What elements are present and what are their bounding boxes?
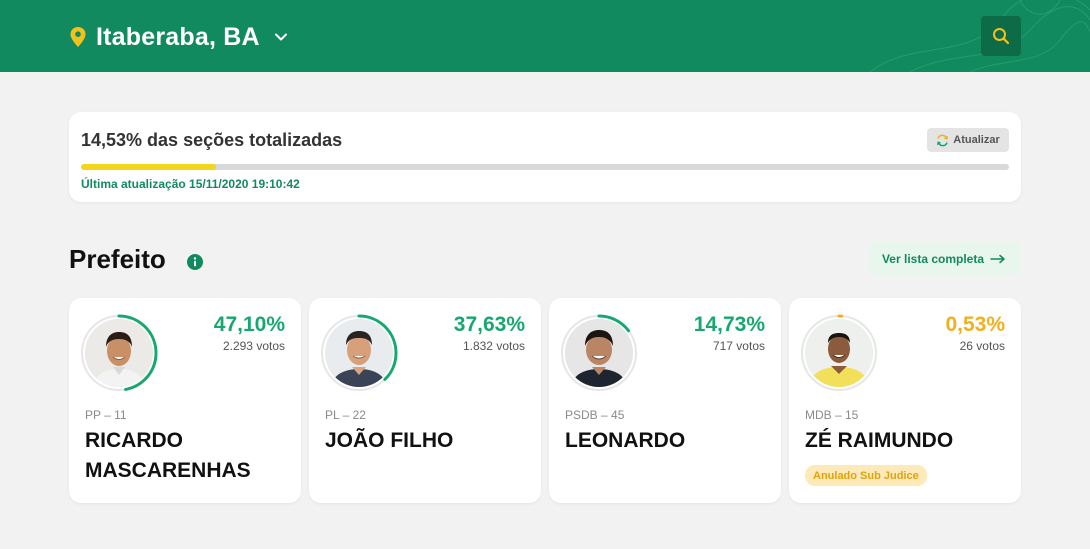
vote-count: 2.293 votos [222,339,285,353]
search-button[interactable] [981,16,1021,56]
search-icon [993,28,1010,45]
candidate-card[interactable]: 14,73% 717 votos PSDB – 45 LEONARDO [549,298,781,503]
vote-count: 26 votos [959,339,1005,353]
candidate-card[interactable]: 37,63% 1.832 votos PL – 22 JOÃO FILHO [309,298,541,503]
candidate-avatar [799,313,879,393]
ring-vote-share-arc [800,314,878,392]
vote-share-ring [320,314,398,392]
candidate-photo [325,319,393,387]
party-number: PSDB – 45 [565,408,625,422]
vote-share-ring [800,314,878,392]
candidate-list: 47,10% 2.293 votos PP – 11 RICARDO MASCA… [69,298,1021,503]
chevron-down-icon [274,33,287,41]
ring-vote-share-arc [320,314,398,392]
party-number: PP – 11 [85,408,127,422]
decorative-pattern [869,0,1090,72]
party-number: MDB – 15 [805,408,859,422]
vote-percentage: 37,63% [453,313,525,336]
candidate-avatar [319,313,399,393]
section-title: Prefeito [69,244,166,274]
city-name: Itaberaba, BA [96,22,260,51]
vote-count: 717 votos [712,339,765,353]
map-pin-icon [70,27,86,47]
last-update-text: Última atualização 15/11/2020 19:10:42 [81,177,300,191]
candidate-name: JOÃO FILHO [325,429,454,452]
candidate-card[interactable]: 47,10% 2.293 votos PP – 11 RICARDO MASCA… [69,298,301,503]
top-bar: Itaberaba, BA [0,0,1090,72]
city-selector[interactable]: Itaberaba, BA [70,20,288,54]
vote-percentage: 14,73% [693,313,765,336]
refresh-label: Atualizar [953,134,1000,146]
candidate-card[interactable]: 0,53% 26 votos MDB – 15 ZÉ RAIMUNDO Anul… [789,298,1021,503]
candidate-avatar [559,313,639,393]
vote-share-ring [560,314,638,392]
candidate-name: ZÉ RAIMUNDO [805,429,954,452]
status-badge: Anulado Sub Judice [805,465,927,486]
refresh-icon [937,134,949,146]
totalization-title: 14,53% das seções totalizadas [81,130,343,150]
candidate-avatar [79,313,159,393]
vote-percentage: 0,53% [945,313,1005,336]
candidate-photo [85,319,153,387]
totalization-card: 14,53% das seções totalizadas Atualizar … [69,112,1021,202]
candidate-photo [805,319,873,387]
arrow-right-icon [990,254,1005,264]
info-icon [187,254,203,270]
totalization-progress-fill [81,164,216,170]
info-button[interactable] [187,254,203,270]
see-full-list-button[interactable]: Ver lista completa [867,242,1021,276]
candidate-name: RICARDO MASCARENHAS [85,429,251,482]
candidate-name: LEONARDO [565,429,686,452]
ring-vote-share-arc [560,314,638,392]
ring-vote-share-arc [80,314,158,392]
vote-percentage: 47,10% [213,313,285,336]
refresh-button[interactable]: Atualizar [927,128,1009,152]
totalization-progress-bar [81,164,1009,170]
vote-count: 1.832 votos [462,339,525,353]
party-number: PL – 22 [325,408,366,422]
vote-share-ring [80,314,158,392]
see-full-list-label: Ver lista completa [881,252,985,266]
candidate-photo [565,319,633,387]
